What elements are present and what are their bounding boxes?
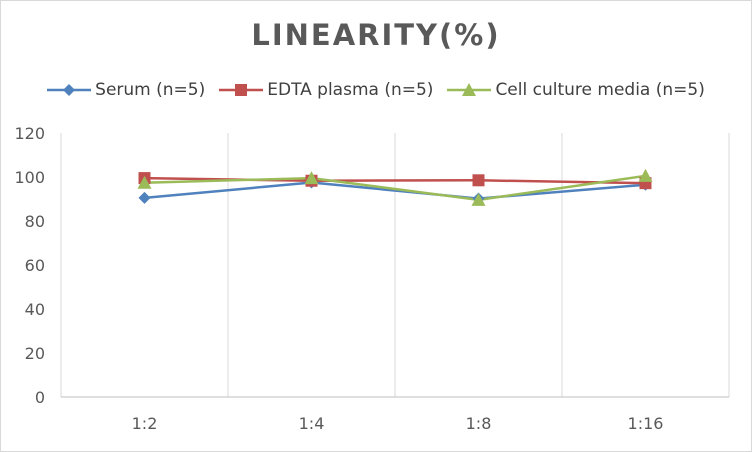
legend-item-cell-culture-media: Cell culture media (n=5) xyxy=(447,80,705,100)
legend-marker-edta-plasma xyxy=(219,84,264,96)
legend-item-edta-plasma: EDTA plasma (n=5) xyxy=(219,80,433,100)
data-point-edta-plasma xyxy=(472,174,485,187)
y-tick-label: 100 xyxy=(14,168,45,187)
data-point-cell-culture-media xyxy=(304,171,319,185)
data-point-serum xyxy=(138,191,151,204)
legend-label-serum: Serum (n=5) xyxy=(95,80,206,100)
data-point-cell-culture-media xyxy=(638,168,653,182)
legend-label-edta-plasma: EDTA plasma (n=5) xyxy=(267,80,434,100)
legend-marker-cell-culture-media xyxy=(447,83,492,96)
y-tick-label: 20 xyxy=(25,344,45,363)
y-tick-label: 0 xyxy=(35,388,45,407)
x-tick-label: 1:8 xyxy=(466,414,492,433)
legend-item-serum: Serum (n=5) xyxy=(47,80,205,100)
series-line-cell-culture-media xyxy=(144,174,646,202)
x-tick-label: 1:2 xyxy=(132,414,158,433)
y-tick-label: 120 xyxy=(14,124,45,143)
data-point-cell-culture-media xyxy=(471,192,486,206)
legend-label-cell-culture-media: Cell culture media (n=5) xyxy=(495,80,705,100)
legend-marker-serum xyxy=(47,84,92,96)
legend: Serum (n=5) EDTA plasma (n=5) Cell cultu… xyxy=(0,80,752,100)
x-tick-label: 1:4 xyxy=(299,414,325,433)
y-tick-label: 60 xyxy=(25,256,45,275)
y-tick-label: 80 xyxy=(25,212,45,231)
chart-title: LINEARITY(%) xyxy=(251,18,501,52)
data-point-cell-culture-media xyxy=(137,175,152,189)
series-line-serum xyxy=(144,181,646,200)
x-tick-label: 1:16 xyxy=(628,414,664,433)
y-tick-label: 40 xyxy=(25,300,45,319)
